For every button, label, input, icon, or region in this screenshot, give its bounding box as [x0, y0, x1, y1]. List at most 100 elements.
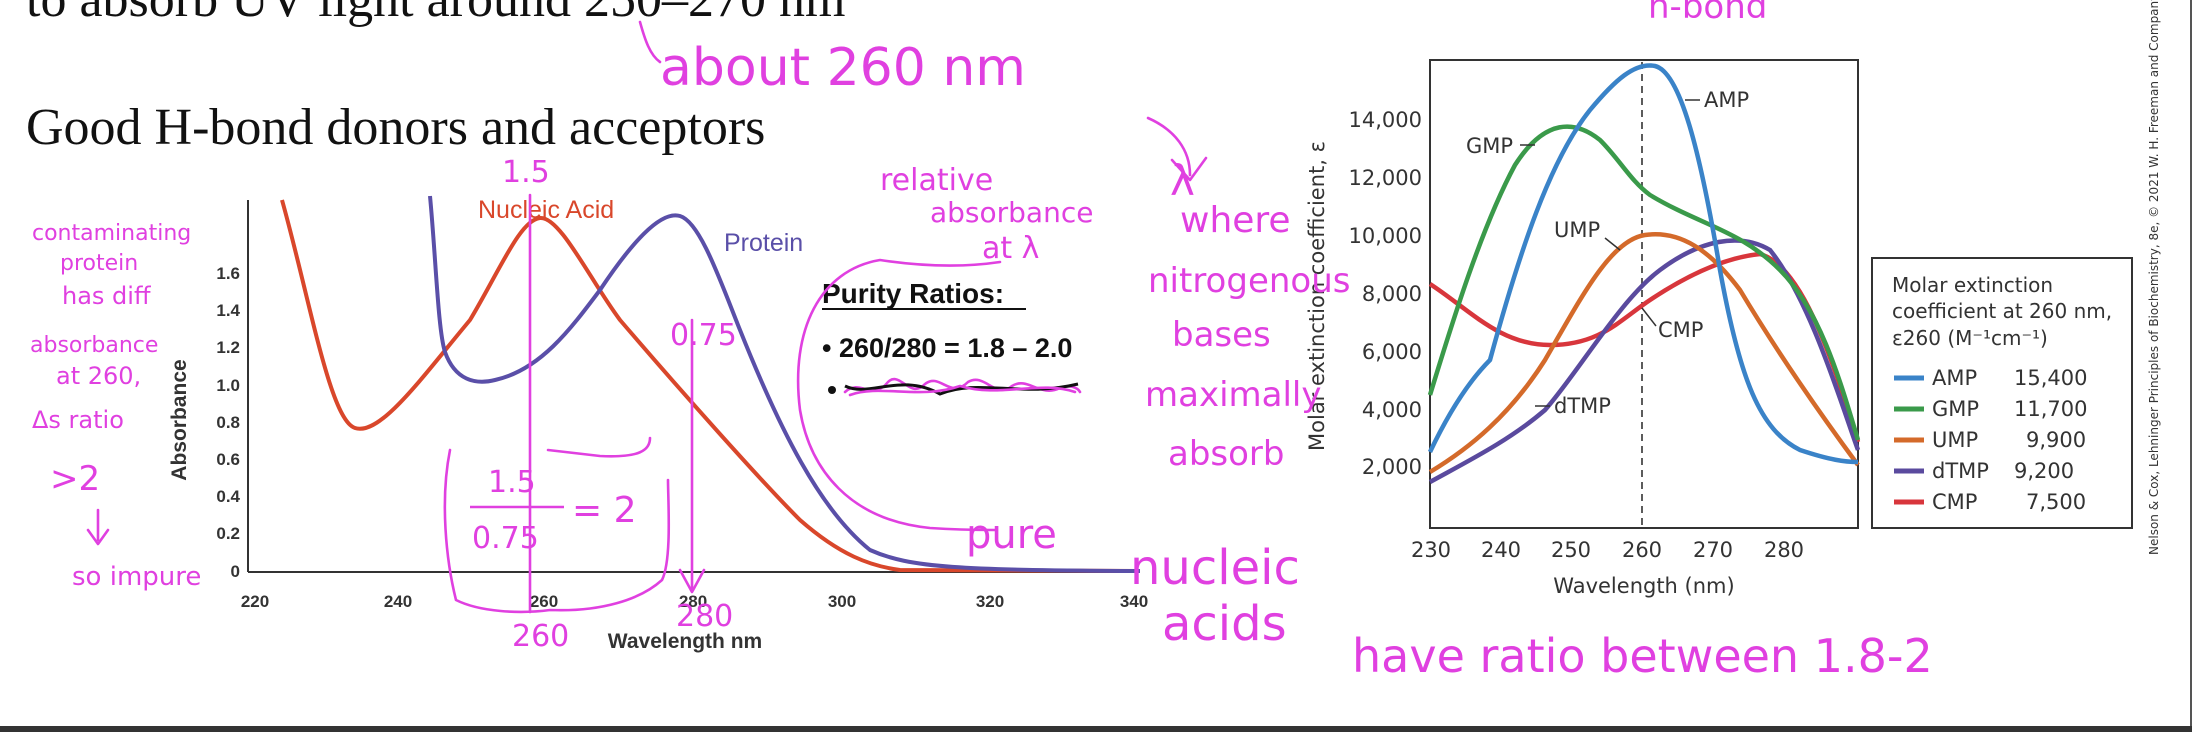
right-xtick: 280: [1764, 538, 1804, 562]
left-xtick: 260: [530, 592, 558, 611]
legend-name-cmp: CMP: [1932, 490, 1977, 514]
left-ytick: 0: [231, 562, 240, 581]
note-075: 0.75: [670, 318, 737, 353]
cmp-curve-label: CMP: [1658, 318, 1703, 342]
right-ytick: 6,000: [1362, 340, 1422, 364]
note-contam-6: Δs ratio: [32, 406, 124, 434]
right-plot-frame: [1429, 59, 1859, 529]
note-ratio-between: have ratio between 1.8-2: [1352, 629, 1933, 683]
slide-heading-hbond: Good H-bond donors and acceptors: [26, 99, 766, 156]
note-relative-2: absorbance: [930, 196, 1093, 229]
nucleic-acid-curve: [280, 199, 1141, 573]
right-xtick: 230: [1411, 538, 1451, 562]
amp-curve: [1427, 63, 1859, 465]
note-contam-5: at 260,: [56, 362, 141, 390]
gmp-curve: [1427, 124, 1861, 441]
purity-ratio-260-280: • 260/280 = 1.8 – 2.0: [822, 333, 1072, 363]
legend-title-line2: coefficient at 260 nm,: [1892, 299, 2112, 323]
left-xtick: 220: [241, 592, 269, 611]
left-ytick: 0.8: [216, 413, 240, 432]
note-bracket-purity: [796, 258, 1002, 532]
protein-curve: [428, 195, 1141, 573]
note-about-260: about 260 nm: [660, 38, 1026, 98]
right-extinction-chart: 2,000 4,000 6,000 8,000 10,000 12,000 14…: [1305, 0, 2161, 598]
left-xtick: 340: [1120, 592, 1148, 611]
note-where-3: bases: [1172, 315, 1271, 355]
note-calc-box: [443, 448, 671, 614]
legend-value-ump: 9,900: [2026, 428, 2086, 452]
note-relative-1: relative: [880, 163, 993, 198]
note-calc-num: 1.5: [488, 465, 536, 500]
right-xtick: 250: [1551, 538, 1591, 562]
right-xtick: 260: [1622, 538, 1662, 562]
note-where-1: where: [1180, 200, 1291, 241]
legend-value-dtmp: 9,200: [2014, 459, 2074, 483]
legend-value-cmp: 7,500: [2026, 490, 2086, 514]
left-xtick: 240: [384, 592, 412, 611]
scribbled-out-ratio: [828, 377, 1082, 397]
legend-title-line3: ε260 (M⁻¹cm⁻¹): [1892, 326, 2048, 350]
note-contam-1: contaminating: [32, 221, 191, 246]
note-relative-3: at λ: [982, 231, 1039, 266]
left-ytick: 0.6: [216, 450, 240, 469]
note-contam-3: has diff: [62, 282, 151, 310]
right-ytick: 8,000: [1362, 282, 1422, 306]
left-xtick: 300: [828, 592, 856, 611]
note-peak-15: 1.5: [502, 155, 550, 190]
note-where-2: nitrogenous: [1148, 261, 1350, 301]
right-ytick: 12,000: [1349, 166, 1422, 190]
right-xtick: 240: [1481, 538, 1521, 562]
purity-ratios-title: Purity Ratios:: [822, 278, 1004, 309]
gmp-curve-label: GMP: [1466, 134, 1513, 158]
legend-value-amp: 15,400: [2014, 366, 2087, 390]
left-x-axis-label: Wavelength nm: [608, 630, 762, 653]
note-contam-2: protein: [60, 251, 138, 276]
note-contam-4: absorbance: [30, 333, 158, 358]
left-ytick: 0.4: [216, 487, 240, 506]
figure-credit: Nelson & Cox, Lehninger Principles of Bi…: [2147, 0, 2161, 555]
note-contam-8: so impure: [72, 562, 201, 592]
dtmp-curve-label: dTMP: [1554, 394, 1611, 418]
right-xtick: 270: [1693, 538, 1733, 562]
handwritten-annotations: h-bond about 260 nm λ relative absorbanc…: [30, 0, 1933, 683]
right-ytick: 2,000: [1362, 455, 1422, 479]
left-ytick: 0.2: [216, 524, 240, 543]
note-hbond: h-bond: [1648, 0, 1767, 27]
legend-name-dtmp: dTMP: [1932, 459, 1989, 483]
right-ytick: 10,000: [1349, 224, 1422, 248]
legend-name-gmp: GMP: [1932, 397, 1979, 421]
note-pure-3: acids: [1162, 596, 1287, 652]
note-where-5: absorb: [1168, 434, 1285, 474]
dtmp-curve: [1428, 238, 1861, 484]
legend-name-amp: AMP: [1932, 366, 1977, 390]
note-280: 280: [676, 599, 733, 634]
right-ytick: 4,000: [1362, 398, 1422, 422]
amp-curve-label: AMP: [1704, 88, 1749, 112]
nucleic-acid-series-label: Nucleic Acid: [478, 196, 614, 224]
left-y-axis-label: Absorbance: [168, 359, 191, 480]
note-calc-den: 0.75: [472, 521, 539, 556]
note-where-4: maximally: [1145, 375, 1322, 415]
right-y-axis-label: Molar extinction coefficient, ε: [1305, 141, 1329, 451]
ump-curve-label: UMP: [1554, 218, 1600, 242]
ump-curve: [1428, 232, 1860, 474]
note-contam-7: >2: [50, 459, 100, 499]
legend-box: [1871, 257, 2133, 529]
left-xtick: 280: [679, 592, 707, 611]
protein-series-label: Protein: [724, 229, 803, 257]
note-pure-2: nucleic: [1130, 540, 1300, 596]
right-ytick: 14,000: [1349, 108, 1422, 132]
note-calc-eq: = 2: [572, 490, 637, 531]
legend-title-line1: Molar extinction: [1892, 273, 2053, 297]
bottom-border: [0, 726, 2192, 732]
legend-value-gmp: 11,700: [2014, 397, 2087, 421]
left-absorbance-chart: 0 0.2 0.4 0.6 0.8 1.0 1.2 1.4 1.6 220 24…: [168, 195, 1148, 653]
left-xtick: 320: [976, 592, 1004, 611]
left-ytick: 1.2: [216, 338, 240, 357]
right-x-axis-label: Wavelength (nm): [1553, 574, 1734, 598]
note-arrow-down: [86, 508, 110, 546]
left-ytick: 1.4: [216, 301, 240, 320]
note-pure-1: pure: [966, 512, 1057, 558]
